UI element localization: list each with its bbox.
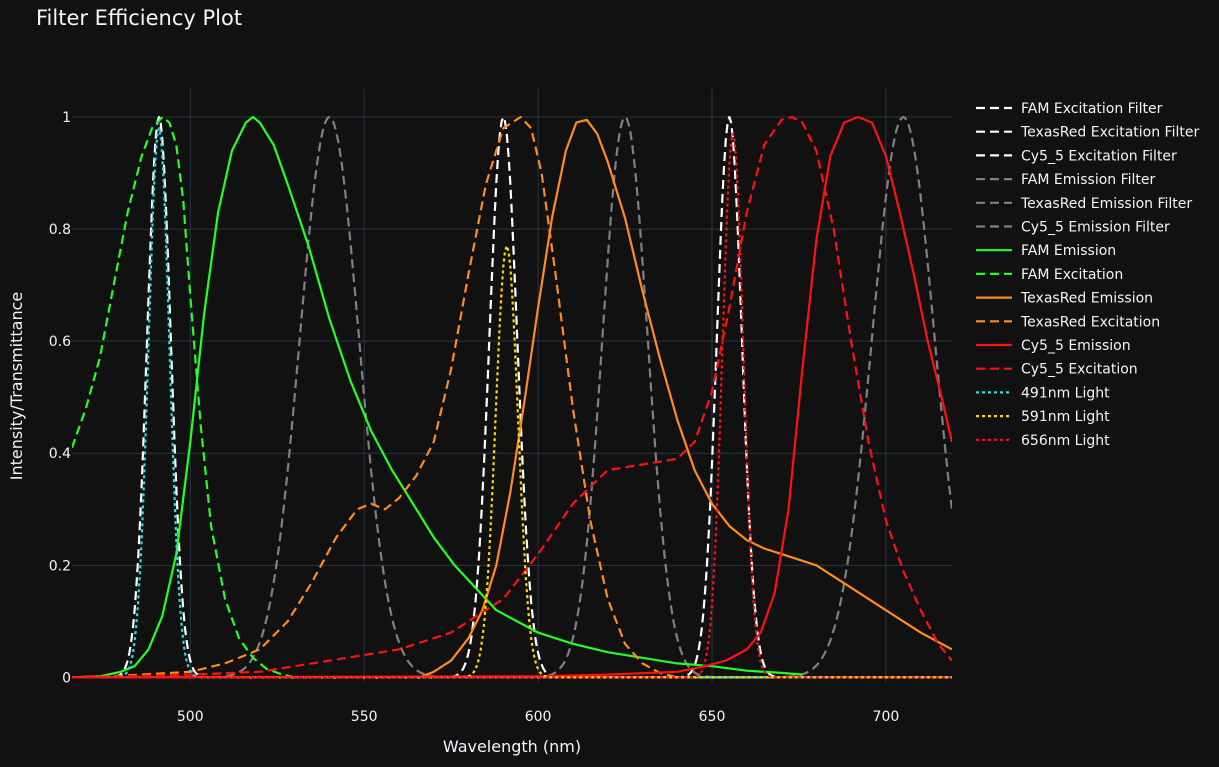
y-tick-label: 0.6: [49, 334, 71, 350]
legend-label: TexasRed Emission: [1020, 291, 1153, 307]
series-line-fam-excitation: [72, 115, 295, 679]
legend-item-fam-emission[interactable]: FAM Emission: [976, 243, 1116, 259]
legend-label: TexasRed Excitation: [1020, 314, 1160, 330]
legend-label: Cy5_5 Emission: [1021, 338, 1131, 354]
legend-item-texasred-excitation[interactable]: TexasRed Excitation: [976, 314, 1160, 330]
legend-label: TexasRed Emission Filter: [1020, 196, 1192, 212]
x-axis-title: Wavelength (nm): [443, 737, 581, 756]
series-line-texasred-emission: [419, 118, 952, 679]
series-line-656nm-light: [72, 132, 952, 679]
x-tick-label: 700: [873, 709, 900, 725]
legend-label: FAM Excitation: [1021, 267, 1123, 283]
y-axis-ticks: 0 0.2 0.4 0.6 0.8 1: [49, 110, 71, 686]
legend-item-cy5-5-excitation[interactable]: Cy5_5 Excitation: [976, 362, 1138, 378]
y-tick-label: 0: [62, 670, 71, 686]
series-line-texasred-excitation: [72, 115, 678, 679]
series-line-texasred-emission-filter: [72, 115, 952, 679]
series-line-cy5-5-emission: [72, 115, 952, 679]
legend-item-cy5-5-excitation-filter[interactable]: Cy5_5 Excitation Filter: [976, 148, 1177, 164]
legend-item-591nm-light[interactable]: 591nm Light: [976, 409, 1110, 425]
legend-item-cy5-5-emission[interactable]: Cy5_5 Emission: [976, 338, 1131, 354]
legend-label: Cy5_5 Emission Filter: [1021, 220, 1170, 236]
series-line-cy5-5-excitation: [72, 115, 952, 679]
legend[interactable]: FAM Excitation Filter TexasRed Excitation…: [976, 101, 1199, 449]
x-axis-ticks: 500 550 600 650 700: [177, 709, 899, 725]
series-layer: [72, 115, 952, 679]
series-line-fam-emission: [72, 115, 803, 679]
y-axis-title: Intensity/Transmittance: [7, 292, 26, 480]
grid-lines: [72, 89, 952, 683]
legend-label: Cy5_5 Excitation Filter: [1021, 148, 1177, 164]
legend-item-656nm-light[interactable]: 656nm Light: [976, 433, 1110, 449]
series-line-fam-excitation-filter: [72, 115, 952, 679]
x-tick-label: 500: [177, 709, 204, 725]
x-tick-label: 600: [525, 709, 552, 725]
legend-item-texasred-emission-filter[interactable]: TexasRed Emission Filter: [976, 196, 1192, 212]
y-tick-label: 0.4: [49, 446, 71, 462]
legend-label: 491nm Light: [1021, 385, 1110, 401]
legend-label: FAM Excitation Filter: [1021, 101, 1163, 117]
series-line-texasred-excitation-filter: [72, 115, 952, 679]
legend-label: 591nm Light: [1021, 409, 1110, 425]
legend-item-texasred-emission[interactable]: TexasRed Emission: [976, 291, 1153, 307]
legend-item-fam-excitation[interactable]: FAM Excitation: [976, 267, 1123, 283]
y-tick-label: 0.8: [49, 222, 71, 238]
series-line-cy5-5-excitation-filter: [72, 115, 952, 679]
legend-item-491nm-light[interactable]: 491nm Light: [976, 385, 1110, 401]
legend-label: FAM Emission Filter: [1021, 172, 1156, 188]
legend-label: Cy5_5 Excitation: [1021, 362, 1138, 378]
legend-item-cy5-5-emission-filter[interactable]: Cy5_5 Emission Filter: [976, 220, 1170, 236]
series-line-fam-emission-filter: [72, 115, 952, 679]
legend-item-fam-emission-filter[interactable]: FAM Emission Filter: [976, 172, 1156, 188]
legend-label: 656nm Light: [1021, 433, 1110, 449]
chart-title: Filter Efficiency Plot: [36, 6, 243, 30]
series-line-cy5-5-emission-filter: [72, 115, 952, 679]
x-tick-label: 550: [351, 709, 378, 725]
y-tick-label: 0.2: [49, 558, 71, 574]
legend-item-texasred-excitation-filter[interactable]: TexasRed Excitation Filter: [976, 125, 1199, 141]
legend-item-fam-excitation-filter[interactable]: FAM Excitation Filter: [976, 101, 1163, 117]
y-tick-label: 1: [62, 110, 71, 126]
x-tick-label: 650: [699, 709, 726, 725]
legend-label: TexasRed Excitation Filter: [1020, 125, 1199, 141]
legend-label: FAM Emission: [1021, 243, 1116, 259]
